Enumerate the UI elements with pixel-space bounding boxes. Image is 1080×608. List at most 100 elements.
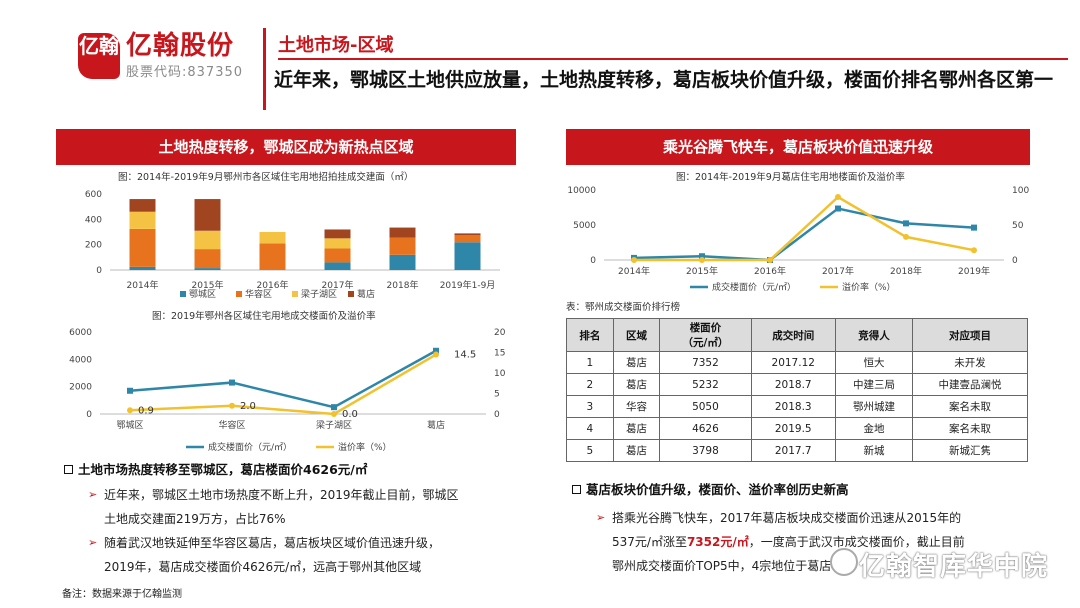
- table-header-cell: 排名: [566, 318, 614, 352]
- series-marker: [331, 404, 337, 411]
- table-cell: 1: [566, 351, 614, 374]
- x-tick-label: 2017年: [822, 265, 854, 277]
- x-tick-label: 华容区: [218, 419, 245, 431]
- y-right-tick-label: 20: [494, 328, 506, 338]
- table-caption: 表：鄂州成交楼面价排行榜: [566, 302, 681, 313]
- table-cell: 新城汇隽: [912, 439, 1028, 462]
- bar-segment: [454, 235, 481, 243]
- table-cell: 4: [566, 417, 614, 440]
- table-cell: 未开发: [912, 351, 1028, 374]
- table-header-cell: 楼面价 （元/㎡）: [659, 318, 752, 352]
- left-bullet-heading-text: 土地市场热度转移至鄂城区，葛店楼面价4626元/㎡: [78, 462, 368, 477]
- table-cell: 中建三局: [834, 373, 914, 396]
- series-marker: [835, 205, 841, 212]
- series-marker: [127, 407, 133, 414]
- table-cell: 4626: [659, 417, 752, 440]
- left-bullet-2: ➢ 随着武汉地铁延伸至华容区葛店，葛店板块区域价值迅速升级， 2019年，葛店成…: [88, 531, 514, 579]
- left-banner: 土地热度转移，鄂城区成为新热点区域: [56, 129, 516, 165]
- x-tick-label: 2019年1-9月: [440, 279, 496, 291]
- right-bullet-line2: 537元/㎡涨至7352元/㎡，一度高于武汉市成交楼面价，截止目前: [612, 530, 1032, 554]
- legend-label: 溢价率（%）: [842, 281, 896, 293]
- page-headline: 近年来，鄂城区土地供应放量，土地热度转移，葛店板块价值升级，楼面价排名鄂州各区第…: [274, 69, 1054, 91]
- legend-label: 成交楼面价（元/㎡）: [208, 441, 292, 453]
- legend-label: 溢价率（%）: [338, 441, 392, 453]
- x-tick-label: 2017年: [322, 279, 354, 291]
- table-cell: 2018.7: [750, 373, 836, 396]
- x-tick-label: 2015年: [192, 279, 224, 291]
- header-divider: [263, 28, 266, 110]
- series-marker: [767, 257, 773, 263]
- legend-swatch: [180, 291, 186, 297]
- company-logo: 亿翰 亿翰股份 股票代码:837350: [78, 32, 243, 80]
- series-marker: [127, 387, 133, 394]
- logo-mark: 亿翰: [78, 33, 120, 79]
- y-right-tick-label: 50: [1012, 221, 1024, 231]
- company-name: 亿翰股份: [126, 31, 235, 61]
- table-cell: 葛店: [612, 439, 661, 462]
- table-header-row: 排名 区域 楼面价 （元/㎡） 成交时间 竞得人 对应项目: [566, 318, 1028, 352]
- table-cell: 华容: [612, 395, 661, 418]
- title-underline: [278, 58, 1068, 60]
- x-tick-label: 2018年: [387, 279, 419, 291]
- y-tick-label: 200: [85, 241, 102, 251]
- arrow-bullet-icon: ➢: [88, 536, 98, 549]
- right-banner: 乘光谷腾飞快车，葛店板块价值迅速升级: [566, 129, 1030, 165]
- legend-swatch: [348, 291, 354, 297]
- table-row: 4 葛店 4626 2019.5 金地 案名未取: [566, 417, 1028, 440]
- watermark-text: 亿翰智库华中院: [858, 552, 1048, 582]
- left-bullet-heading: 土地市场热度转移至鄂城区，葛店楼面价4626元/㎡: [64, 459, 367, 478]
- legend-swatch: [292, 291, 298, 297]
- highlighted-price: 7352元/㎡: [686, 535, 749, 549]
- bar-segment: [454, 233, 481, 236]
- y-left-tick-label: 10000: [567, 186, 596, 196]
- table-header-cell: 区域: [612, 318, 661, 352]
- bar-segment: [259, 243, 286, 270]
- stock-code: 股票代码:837350: [126, 65, 244, 80]
- x-tick-label: 2014年: [618, 265, 650, 277]
- section-title: 土地市场-区域: [278, 35, 394, 56]
- bar-segment: [324, 238, 351, 249]
- bar-segment: [389, 254, 416, 270]
- table-header-cell: 竞得人: [834, 318, 914, 352]
- bar-segment: [324, 229, 351, 239]
- series-marker: [971, 224, 977, 231]
- table-cell: 葛店: [612, 417, 661, 440]
- y-right-tick-label: 5: [494, 390, 500, 400]
- x-tick-label: 鄂城区: [116, 420, 143, 431]
- bar-segment: [259, 232, 286, 244]
- table-cell: 5050: [659, 395, 752, 418]
- series-marker: [331, 411, 337, 417]
- right-bullet-heading-text: 葛店板块价值升级，楼面价、溢价率创历史新高: [586, 482, 849, 497]
- checkbox-square-icon: [64, 465, 73, 474]
- y-tick-label: 0: [96, 266, 102, 276]
- table-cell: 2017.7: [750, 439, 836, 462]
- table-row: 5 葛店 3798 2017.7 新城 新城汇隽: [566, 439, 1028, 462]
- legend-label: 葛店: [357, 288, 375, 300]
- table-cell: 7352: [659, 351, 752, 374]
- left-bullet-1-line2: 土地成交建面219万方，占比76%: [104, 512, 286, 526]
- series-line: [634, 195, 975, 262]
- table-cell: 2: [566, 373, 614, 396]
- series-line: [129, 353, 437, 416]
- x-tick-label: 葛店: [427, 419, 445, 431]
- right-bullet-line2-a: 537元/㎡涨至: [612, 535, 687, 549]
- series-marker: [835, 194, 841, 200]
- bar-segment: [129, 199, 156, 212]
- series-marker: [903, 220, 909, 227]
- table-cell: 案名未取: [912, 395, 1028, 418]
- table-cell: 3: [566, 395, 614, 418]
- price-ranking-table: 排名 区域 楼面价 （元/㎡） 成交时间 竞得人 对应项目 1 葛店 7352 2017.12 恒大…: [566, 318, 1028, 462]
- y-left-tick-label: 4000: [69, 355, 92, 365]
- land-area-stacked-bar-chart: 0 200 400 600 2014年 2015年 2016年 2017年 2018年 2019年…: [85, 190, 500, 300]
- left-bullet-1-line1: 近年来，鄂城区土地市场热度不断上升，2019年截止目前，鄂城区: [104, 488, 459, 502]
- left-bullet-1: ➢ 近年来，鄂城区土地市场热度不断上升，2019年截止目前，鄂城区 土地成交建面…: [88, 483, 514, 531]
- bar-segment: [129, 228, 156, 267]
- x-tick-label: 2016年: [257, 279, 289, 291]
- y-right-tick-label: 100: [1012, 186, 1029, 196]
- left-bullet-2-line1: 随着武汉地铁延伸至华容区葛店，葛店板块区域价值迅速升级，: [104, 536, 441, 550]
- table-cell: 金地: [834, 417, 914, 440]
- table-row: 3 华容 5050 2018.3 鄂州城建 案名未取: [566, 395, 1028, 418]
- x-tick-label: 2016年: [754, 265, 786, 277]
- bar-segment: [194, 230, 221, 250]
- table-cell: 恒大: [834, 351, 914, 374]
